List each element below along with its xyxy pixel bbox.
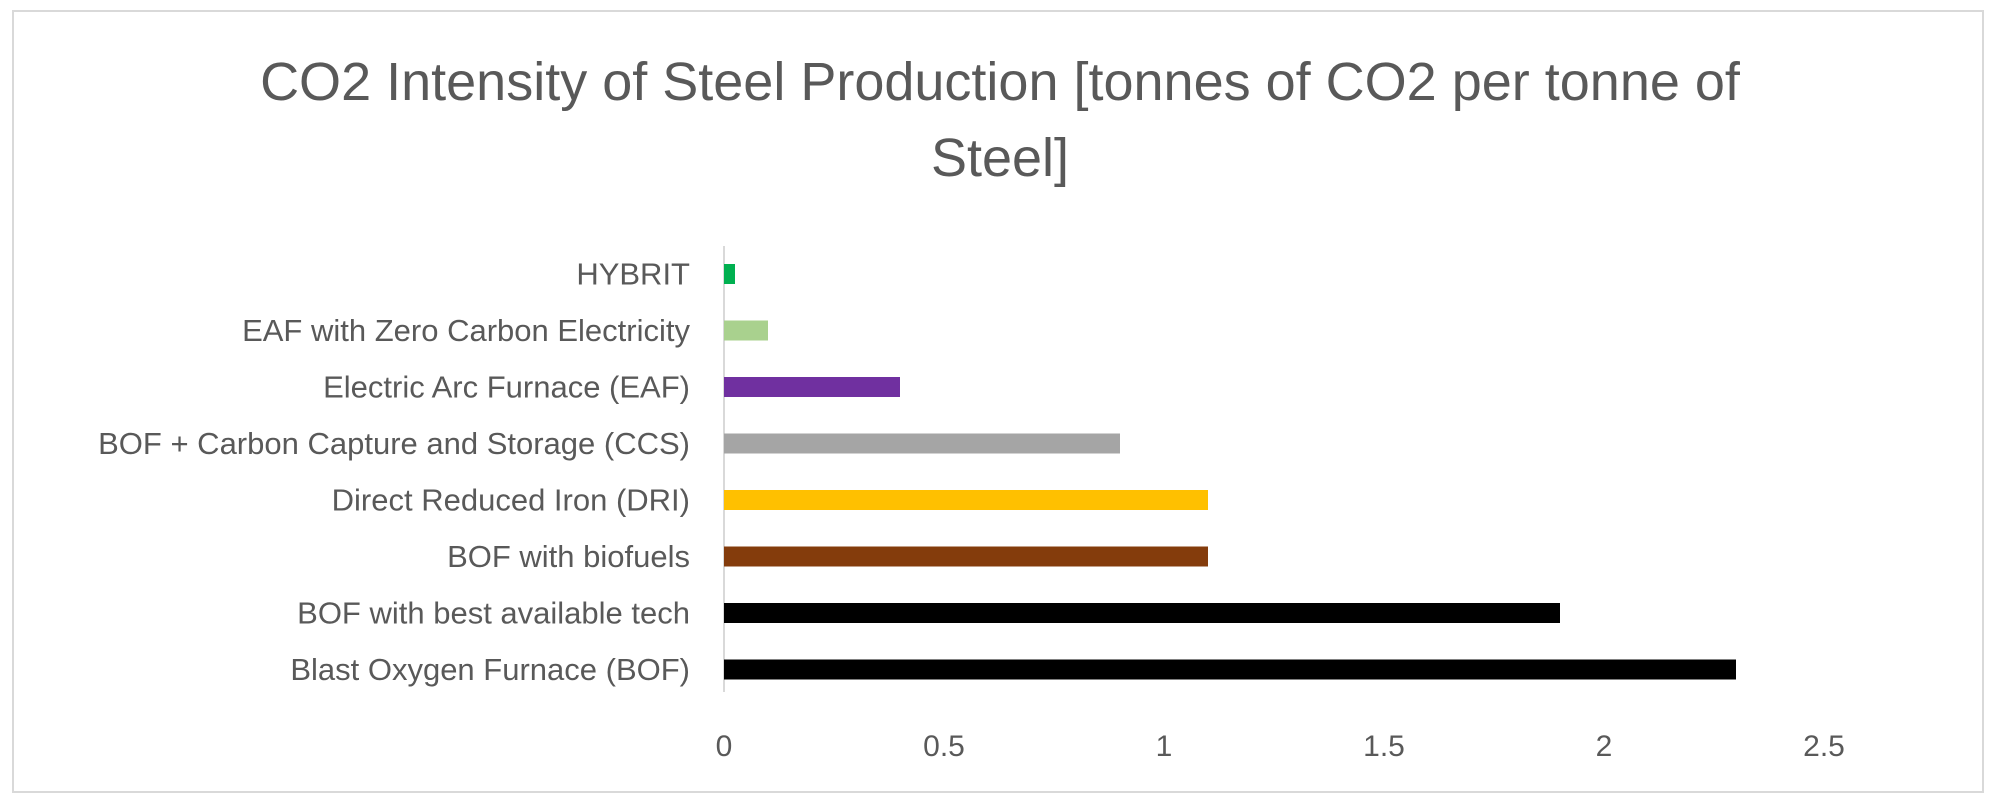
category-label: Direct Reduced Iron (DRI) (332, 483, 690, 518)
bar-5 (724, 546, 1208, 567)
tick-labels-group: 0 0.5 1 1.5 2 2.5 (716, 730, 1845, 763)
category-label: EAF with Zero Carbon Electricity (242, 313, 690, 348)
bar-7 (724, 659, 1736, 680)
chart-title-line-1: CO2 Intensity of Steel Production [tonne… (260, 52, 1740, 112)
chart-title: CO2 Intensity of Steel Production [tonne… (0, 44, 2000, 196)
x-tick-label: 0 (716, 730, 733, 763)
bar-1 (724, 320, 768, 341)
chart-title-line-2: Steel] (930, 128, 1070, 188)
x-tick-label: 1.5 (1363, 730, 1405, 763)
x-tick-label: 0.5 (923, 730, 965, 763)
category-labels-group: HYBRIT EAF with Zero Carbon Electricity El… (98, 257, 690, 688)
bar-3 (724, 433, 1120, 454)
category-label: Electric Arc Furnace (EAF) (323, 370, 690, 405)
bar-6 (724, 603, 1560, 623)
category-label: BOF with best available tech (297, 596, 690, 631)
bar-2 (724, 377, 900, 397)
category-label: BOF with biofuels (447, 539, 690, 574)
bar-0 (724, 264, 735, 284)
x-tick-label: 2 (1596, 730, 1613, 763)
category-label: HYBRIT (576, 257, 690, 292)
category-label: BOF + Carbon Capture and Storage (CCS) (98, 426, 690, 461)
x-tick-label: 2.5 (1803, 730, 1845, 763)
bars-group (724, 264, 1736, 680)
x-tick-label: 1 (1156, 730, 1173, 763)
category-label: Blast Oxygen Furnace (BOF) (290, 652, 690, 687)
bar-4 (724, 490, 1208, 510)
